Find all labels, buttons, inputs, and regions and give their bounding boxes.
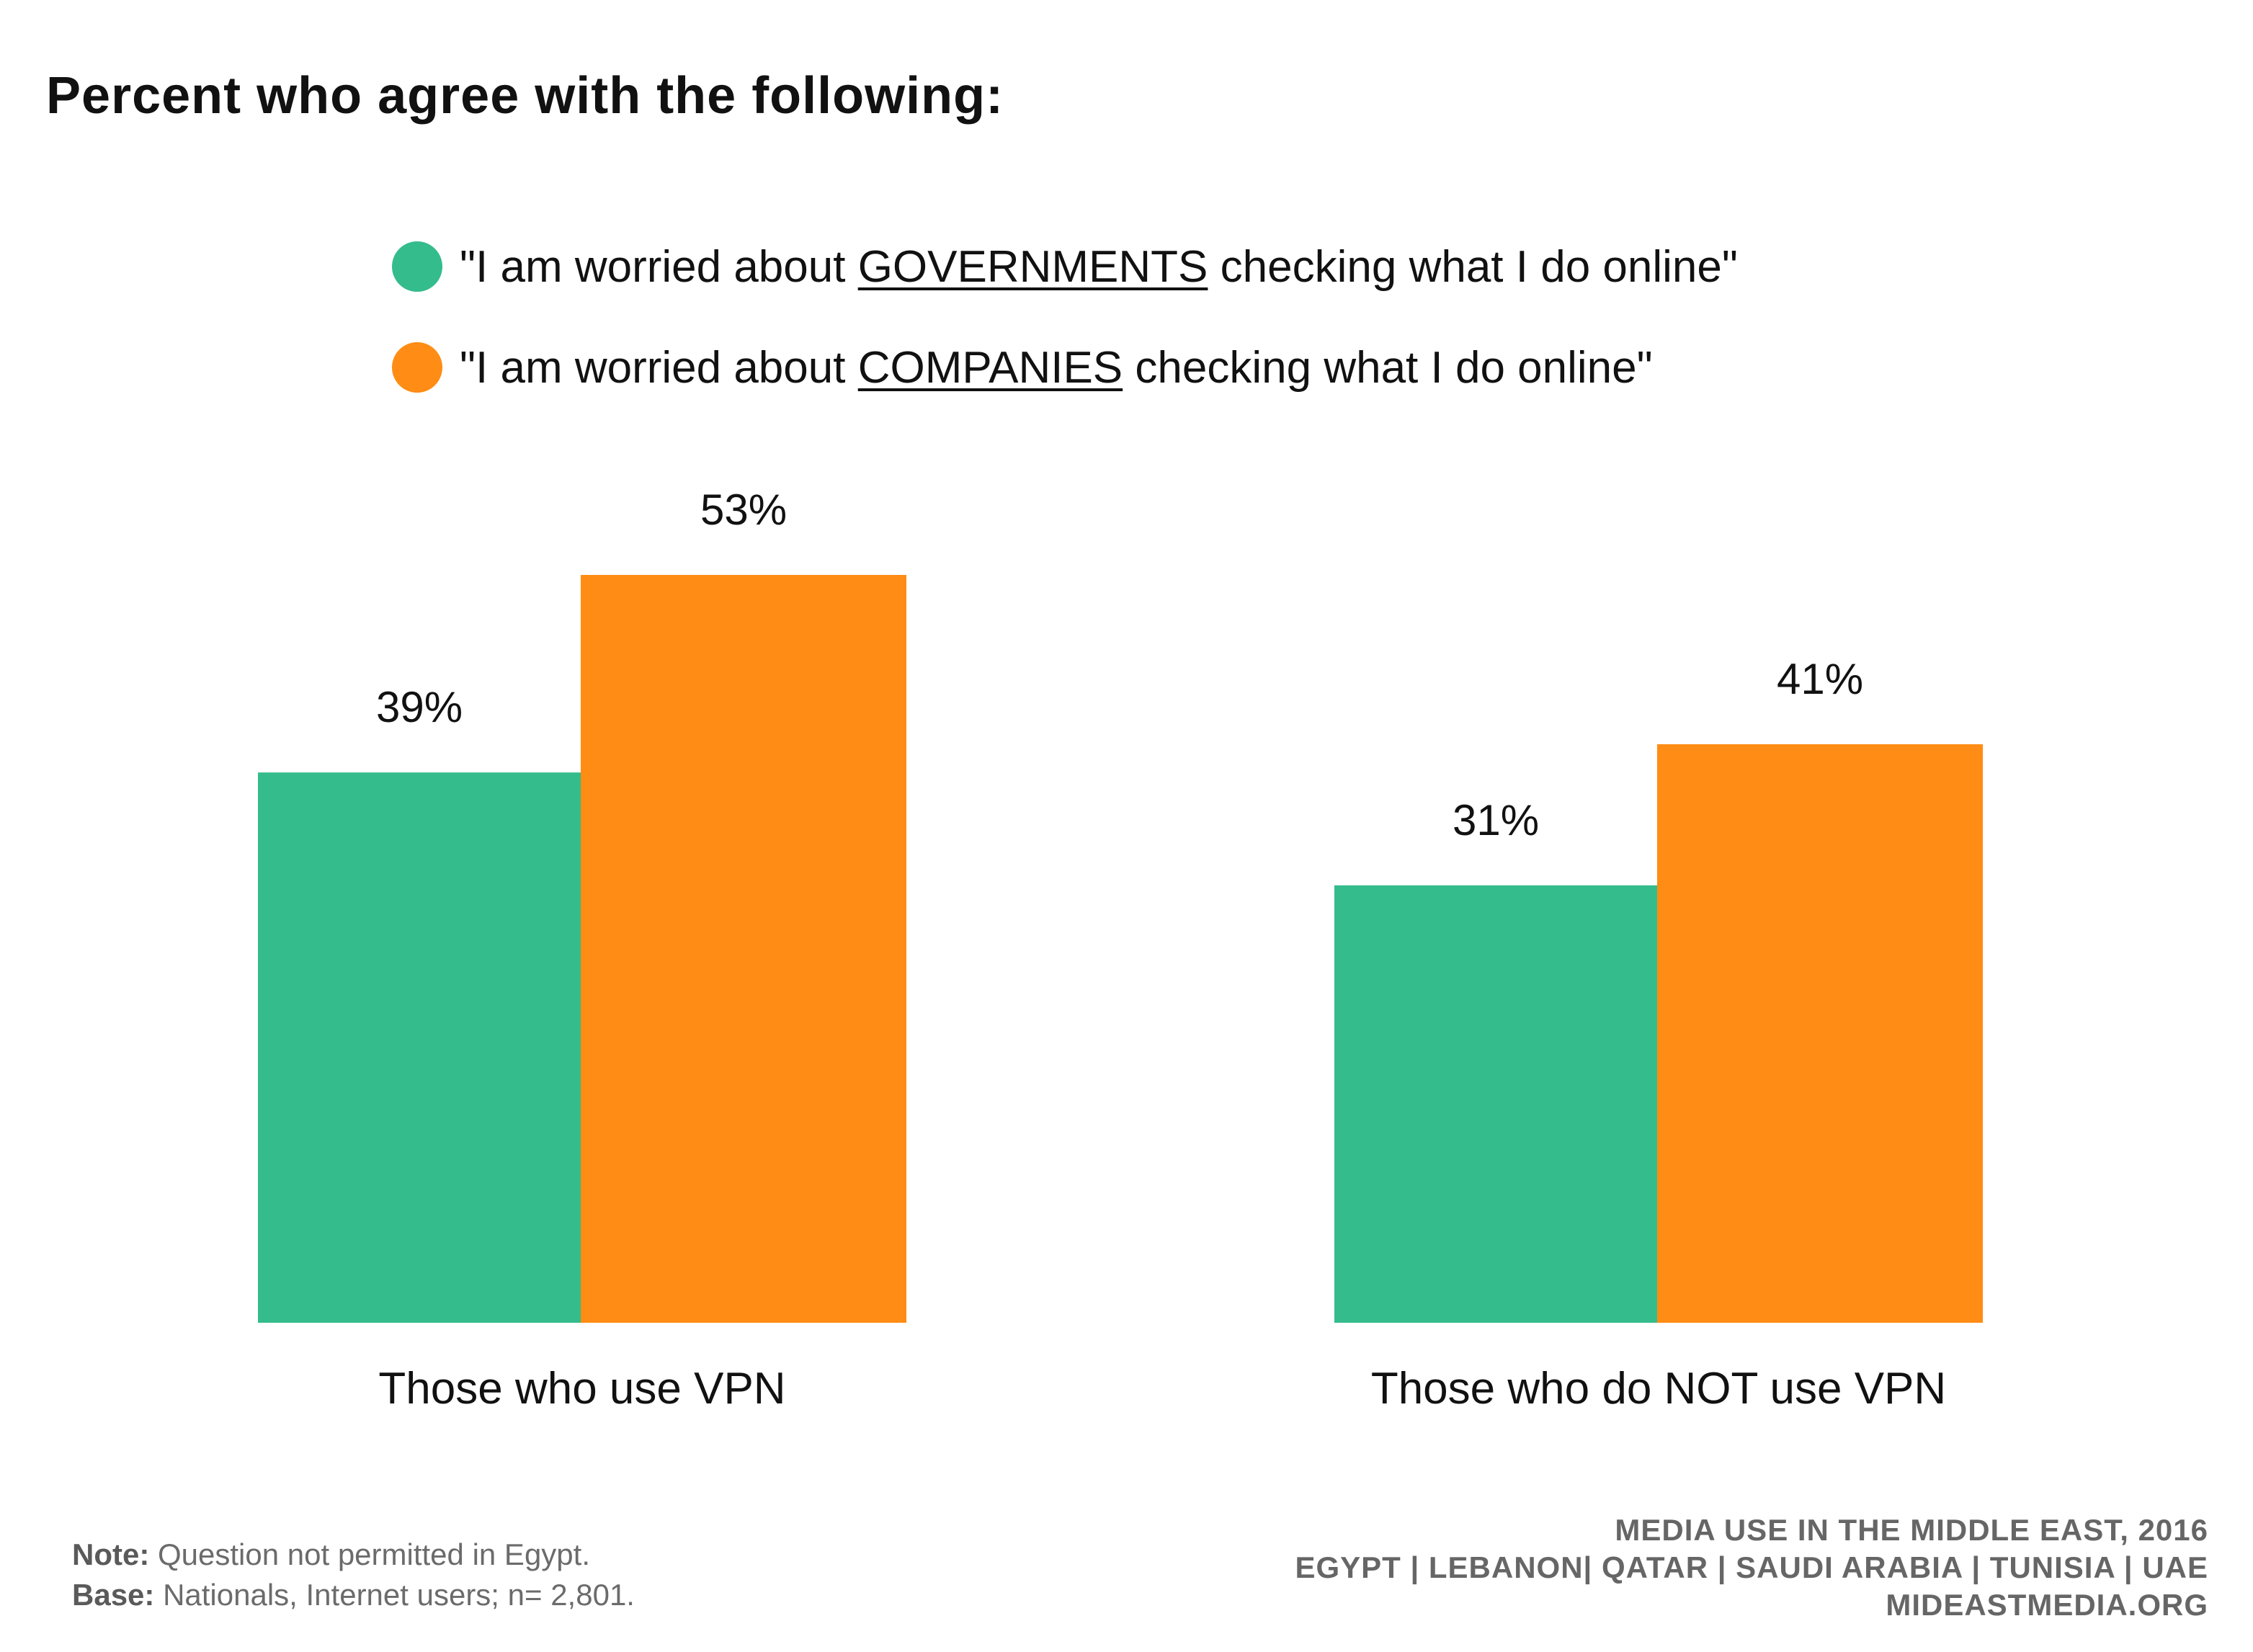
footnote-note: Note: Question not permitted in Egypt.	[72, 1537, 590, 1571]
legend-dot-governments	[392, 241, 442, 292]
footnote-base: Base: Nationals, Internet users; n= 2,80…	[72, 1578, 635, 1612]
data-label-companies-use-vpn: 53%	[700, 486, 787, 534]
source-line-1: MEDIA USE IN THE MIDDLE EAST, 2016	[1615, 1513, 2208, 1547]
bar-governments-no-vpn	[1334, 885, 1657, 1323]
source-credit: MEDIA USE IN THE MIDDLE EAST, 2016 EGYPT…	[1295, 1512, 2208, 1624]
legend-item-governments: "I am worried about GOVERNMENTS checking…	[392, 216, 1738, 317]
source-line-2: EGYPT | LEBANON| QATAR | SAUDI ARABIA | …	[1295, 1550, 2208, 1584]
bar-companies-use-vpn	[581, 575, 906, 1323]
category-label-no-vpn: Those who do NOT use VPN	[1371, 1364, 1946, 1414]
legend-label-governments: "I am worried about GOVERNMENTS checking…	[460, 241, 1738, 292]
data-label-companies-no-vpn: 41%	[1777, 655, 1863, 703]
data-label-governments-use-vpn: 39%	[376, 683, 463, 731]
chart-title: Percent who agree with the following:	[46, 67, 1004, 125]
data-label-governments-no-vpn: 31%	[1453, 796, 1539, 844]
bar-governments-use-vpn	[258, 772, 581, 1323]
legend-item-companies: "I am worried about COMPANIES checking w…	[392, 317, 1738, 418]
legend: "I am worried about GOVERNMENTS checking…	[392, 216, 1738, 418]
source-line-3: MIDEASTMEDIA.ORG	[1886, 1588, 2208, 1622]
legend-dot-companies	[392, 342, 442, 393]
category-label-use-vpn: Those who use VPN	[378, 1364, 785, 1414]
legend-label-companies: "I am worried about COMPANIES checking w…	[460, 342, 1653, 393]
bar-companies-no-vpn	[1657, 744, 1983, 1323]
footnote: Note: Question not permitted in Egypt. B…	[72, 1535, 635, 1615]
